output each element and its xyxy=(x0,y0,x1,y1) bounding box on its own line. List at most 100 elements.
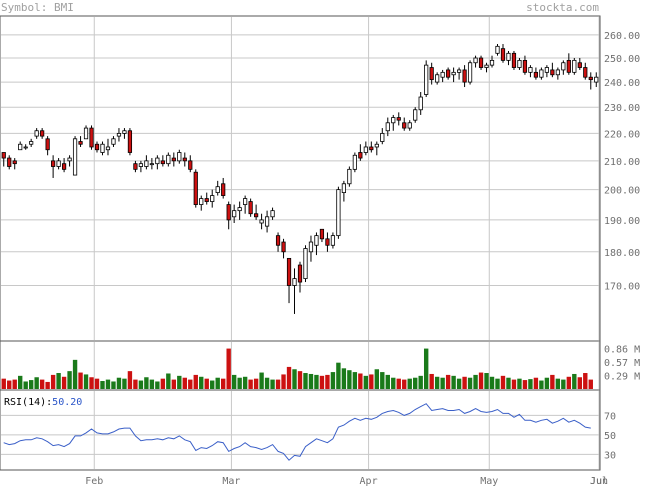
volume-bar xyxy=(308,373,314,389)
candle-body xyxy=(210,195,215,202)
volume-bar xyxy=(495,378,500,389)
candle-body xyxy=(396,117,401,121)
candle xyxy=(133,160,138,173)
volume-bar xyxy=(484,373,489,389)
candle-body xyxy=(572,59,577,73)
candle-body xyxy=(319,228,325,240)
volume-bar xyxy=(83,374,89,389)
volume-bar xyxy=(561,379,566,389)
candle xyxy=(40,128,45,139)
candle xyxy=(391,114,396,131)
candle xyxy=(347,166,352,187)
candle xyxy=(517,58,522,70)
candle-body xyxy=(149,163,154,166)
volume-bar xyxy=(116,377,122,389)
candle xyxy=(478,55,484,70)
volume-bar xyxy=(555,378,561,389)
candle xyxy=(199,195,204,211)
volume-bar xyxy=(363,375,369,389)
candle-body xyxy=(413,109,418,121)
price-tick-label: 190.00 xyxy=(604,216,640,227)
volume-bar xyxy=(478,372,484,389)
candle xyxy=(56,158,61,170)
candle xyxy=(45,136,50,156)
candle-body xyxy=(583,67,588,78)
volume-bar xyxy=(149,379,155,389)
candle-body xyxy=(78,141,83,145)
volume-bar xyxy=(517,378,522,389)
candle xyxy=(105,138,111,156)
candle-body xyxy=(566,59,571,73)
candle xyxy=(51,155,56,178)
candle-body xyxy=(40,130,45,137)
candle xyxy=(550,62,555,78)
candle-body xyxy=(133,163,138,170)
volume-bar xyxy=(314,374,319,389)
candle xyxy=(193,169,198,208)
candle xyxy=(100,141,105,156)
volume-bar xyxy=(7,380,12,389)
price-tick-label: 240.00 xyxy=(604,78,640,89)
candle xyxy=(72,136,78,176)
candle-body xyxy=(347,168,352,185)
candle xyxy=(144,155,149,170)
candle xyxy=(248,198,253,217)
volume-bar xyxy=(380,372,385,389)
candle xyxy=(281,238,286,259)
candle xyxy=(155,155,160,170)
volume-bar xyxy=(204,378,209,389)
candle xyxy=(259,213,264,230)
candle xyxy=(215,180,220,196)
candle xyxy=(583,62,588,80)
volume-bar xyxy=(440,377,445,389)
candle-body xyxy=(550,69,555,76)
volume-bar xyxy=(199,376,204,389)
volume-bar xyxy=(391,377,396,389)
volume-bar xyxy=(210,380,215,389)
volume-bar xyxy=(275,379,281,389)
candle-body xyxy=(23,146,28,149)
candle xyxy=(467,60,473,85)
candle-body xyxy=(522,59,528,73)
volume-bar xyxy=(319,375,325,389)
candle-body xyxy=(281,241,286,253)
candle-body xyxy=(484,64,489,68)
candle xyxy=(111,136,116,147)
volume-bar xyxy=(264,377,270,389)
candle-body xyxy=(489,59,495,66)
volume-bar xyxy=(369,374,374,389)
candle xyxy=(264,210,270,233)
candle xyxy=(336,186,341,239)
candle-body xyxy=(232,210,237,218)
candle xyxy=(204,192,209,205)
candle xyxy=(67,155,72,167)
candle-body xyxy=(29,141,34,145)
volume-bar xyxy=(56,373,61,389)
candle xyxy=(588,72,593,90)
candle-body xyxy=(199,198,204,205)
candle-body xyxy=(314,235,319,246)
candle xyxy=(325,232,330,252)
candle xyxy=(418,92,423,115)
candle xyxy=(94,141,100,153)
volume-bar xyxy=(588,379,593,389)
volume-bars xyxy=(1,348,593,389)
candle xyxy=(506,50,511,66)
volume-bar xyxy=(160,378,166,389)
candle xyxy=(533,67,539,80)
volume-bar xyxy=(1,378,6,389)
candle xyxy=(561,60,566,75)
volume-bar xyxy=(352,372,358,389)
grid-lines xyxy=(1,17,600,469)
volume-bar xyxy=(155,381,160,389)
candle xyxy=(489,55,495,68)
candle xyxy=(127,128,133,156)
volume-bar xyxy=(572,373,577,389)
price-tick-label: 230.00 xyxy=(604,103,640,114)
candle-body xyxy=(221,183,226,196)
volume-bar xyxy=(451,375,456,389)
candle-body xyxy=(407,122,412,129)
volume-bar xyxy=(434,376,440,389)
rsi-label-group: RSI(14):50.20 xyxy=(4,397,82,408)
